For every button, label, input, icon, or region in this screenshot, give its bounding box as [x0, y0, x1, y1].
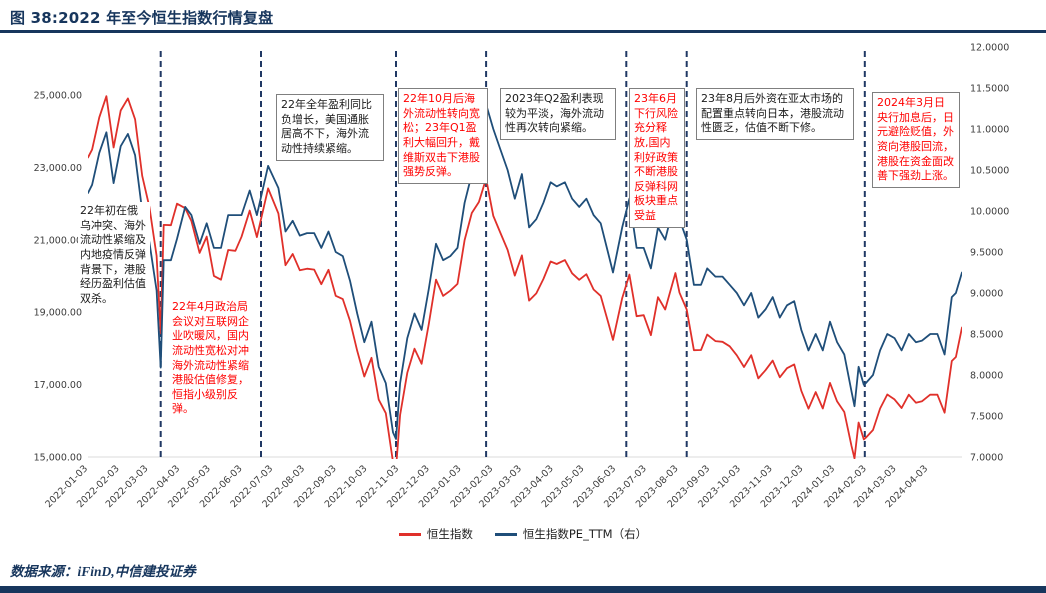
- series-hsi: [88, 95, 962, 459]
- right-axis-tick: 7.0000: [970, 453, 1003, 464]
- legend-label-hsi: 恒生指数: [426, 527, 473, 541]
- data-source: 数据来源：iFinD,中信建投证券: [10, 564, 196, 579]
- right-axis-tick: 12.0000: [970, 43, 1009, 54]
- pe-line-swatch: [494, 532, 517, 536]
- hsi-line-swatch: [398, 532, 421, 536]
- figure-title-bar: 图 38:2022 年至今恒生指数行情复盘: [0, 0, 1046, 33]
- hsi-line-chart: 25,000.00 23,000.00 21,000.00 19,000.00 17,0…: [34, 43, 1010, 511]
- right-axis-tick: 9.0000: [970, 289, 1003, 300]
- figure-title: 图 38:2022 年至今恒生指数行情复盘: [10, 9, 274, 27]
- right-axis-tick: 10.5000: [970, 166, 1009, 177]
- right-axis-tick: 8.0000: [970, 371, 1003, 382]
- bottom-accent-bar: [0, 586, 1046, 593]
- left-axis-tick: 23,000.00: [34, 163, 82, 174]
- left-axis-tick: 21,000.00: [34, 235, 82, 246]
- right-axis-tick: 10.0000: [970, 207, 1009, 218]
- legend-item-hsi: 恒生指数: [398, 526, 473, 542]
- right-axis-tick: 7.5000: [970, 412, 1003, 423]
- right-axis-tick: 8.5000: [970, 330, 1003, 341]
- left-axis-tick: 25,000.00: [34, 91, 82, 102]
- chart-legend: 恒生指数 恒生指数PE_TTM（右）: [0, 526, 1046, 542]
- right-axis-tick: 11.5000: [970, 84, 1009, 95]
- left-axis-tick: 19,000.00: [34, 308, 82, 319]
- series-pe: [88, 103, 962, 440]
- left-axis-tick: 15,000.00: [34, 453, 82, 464]
- legend-item-pe: 恒生指数PE_TTM（右）: [494, 526, 648, 542]
- legend-label-pe: 恒生指数PE_TTM（右）: [522, 527, 648, 541]
- right-axis-tick: 9.5000: [970, 248, 1003, 259]
- left-axis-tick: 17,000.00: [34, 380, 82, 391]
- right-axis-tick: 11.0000: [970, 125, 1009, 136]
